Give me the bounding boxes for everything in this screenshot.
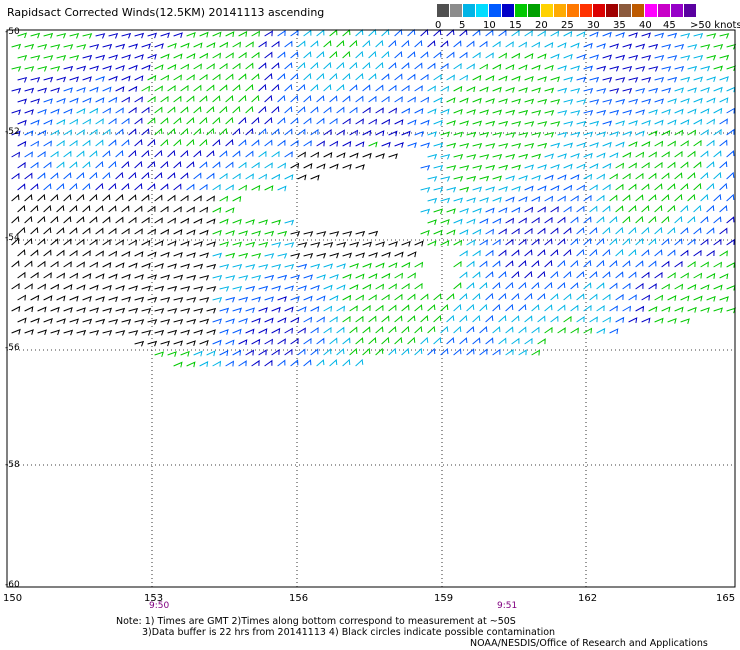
scale-swatch — [619, 4, 631, 17]
lat-label-56: -56 — [5, 343, 20, 353]
lat-label-52: -52 — [5, 127, 20, 137]
scale-swatch — [671, 4, 683, 17]
lat-label-54: -54 — [5, 233, 20, 243]
wind-barb-group — [11, 29, 737, 368]
scale-swatch — [606, 4, 618, 17]
wind-barb-group — [11, 151, 424, 347]
scale-swatch — [515, 4, 527, 17]
scale-swatch — [502, 4, 514, 17]
scale-swatch — [684, 4, 696, 17]
note-line-2: 3)Data buffer is 22 hrs from 20141113 4)… — [142, 627, 556, 638]
lon-label-162: 162 — [578, 593, 598, 604]
scale-tick-label: >50 knots — [690, 20, 740, 31]
scale-swatch — [541, 4, 553, 17]
lon-label-153: 153 — [144, 593, 164, 604]
scale-swatch — [645, 4, 657, 17]
scale-swatch — [450, 4, 462, 17]
lon-label-150: 150 — [3, 593, 23, 604]
scale-swatch — [489, 4, 501, 17]
scale-tick-label: 30 — [587, 20, 600, 31]
time-label-1: 9:50 — [149, 601, 170, 611]
scale-tick-label: 35 — [613, 20, 626, 31]
map-gridlines — [7, 30, 735, 587]
wind-barb-group — [50, 28, 736, 367]
scale-tick-label: 20 — [535, 20, 548, 31]
lon-label-165: 165 — [716, 593, 736, 604]
scale-tick-label: 15 — [509, 20, 522, 31]
note-line-1: Note: 1) Times are GMT 2)Times along bot… — [116, 616, 516, 627]
chart-title: Rapidsact Corrected Winds(12.5KM) 201411… — [7, 6, 325, 19]
scale-swatch — [567, 4, 579, 17]
lat-label-50: -50 — [5, 27, 20, 37]
scale-tick-label: 40 — [639, 20, 652, 31]
wind-barbs — [11, 28, 737, 368]
lat-label-58: -58 — [5, 460, 20, 470]
scale-swatch — [528, 4, 540, 17]
scale-tick-label: 10 — [483, 20, 496, 31]
lon-label-159: 159 — [434, 593, 454, 604]
scale-tick-label: 0 — [435, 20, 442, 31]
scale-swatch — [463, 4, 475, 17]
lon-label-156: 156 — [289, 593, 309, 604]
scale-swatch — [580, 4, 592, 17]
scale-tick-label: 5 — [459, 20, 466, 31]
scale-tick-label: 25 — [561, 20, 574, 31]
wind-barb-group — [24, 28, 735, 367]
lat-label-60: -60 — [5, 580, 20, 590]
scale-swatch — [476, 4, 488, 17]
scale-swatch — [593, 4, 605, 17]
time-label-2: 9:51 — [497, 601, 518, 611]
scale-tick-label: 45 — [663, 20, 676, 31]
scale-swatch — [658, 4, 670, 17]
scale-swatch — [437, 4, 449, 17]
credit-line: NOAA/NESDIS/Office of Research and Appli… — [470, 638, 708, 649]
scale-swatch — [554, 4, 566, 17]
scale-swatch — [632, 4, 644, 17]
map-frame — [6, 29, 736, 588]
